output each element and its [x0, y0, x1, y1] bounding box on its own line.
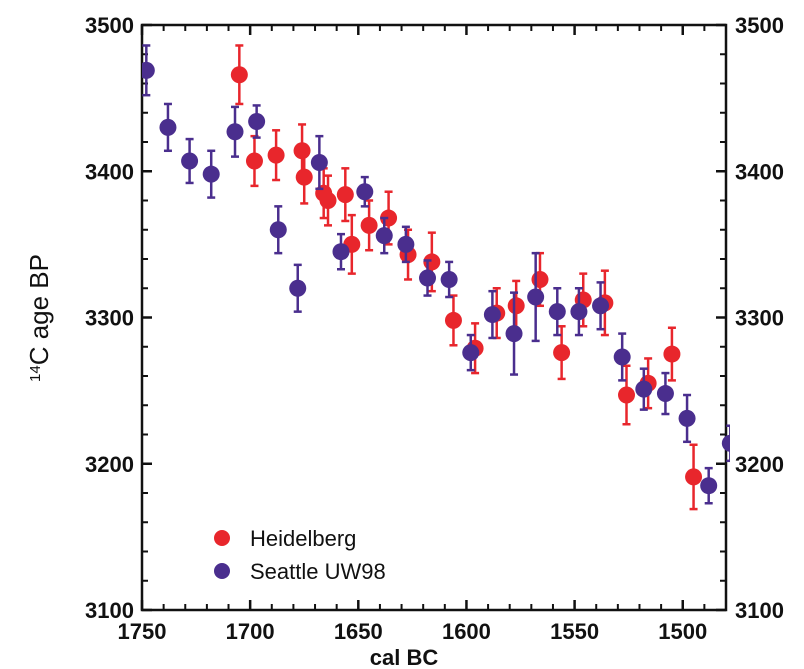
data-point [685, 468, 703, 486]
data-point [592, 297, 610, 315]
data-point [356, 183, 374, 201]
data-point [423, 253, 441, 271]
data-point [721, 434, 730, 452]
data-point [397, 235, 415, 253]
plot-frame [140, 23, 728, 612]
data-point [440, 270, 458, 288]
data-point [483, 306, 501, 324]
data-point [663, 345, 681, 363]
tick-labels: 1750 1700 1650 1600 1550 1500 3100 3100 3200 3200… [85, 13, 784, 644]
data-point [267, 146, 285, 164]
data-point [181, 152, 199, 170]
y-axis-title: 14C age BP [24, 254, 54, 382]
x-tick-label: 1750 [118, 619, 167, 644]
data-point [570, 303, 588, 321]
y-tick-label-left: 3500 [85, 13, 134, 38]
data-point [295, 168, 313, 186]
legend-label-heidelberg: Heidelberg [250, 526, 356, 551]
data-point [553, 344, 571, 362]
x-tick-label: 1700 [226, 619, 275, 644]
data-point [230, 66, 248, 84]
data-point [245, 152, 263, 170]
data-point [375, 227, 393, 245]
axis-ticks [140, 23, 726, 612]
data-point [226, 123, 244, 141]
y-tick-label-right: 3400 [735, 159, 784, 184]
data-point [269, 221, 287, 239]
data-point [202, 165, 220, 183]
legend-marker-seattle [214, 563, 230, 579]
y-tick-label-right: 3500 [735, 13, 784, 38]
y-axis-title-superscript: 14 [27, 365, 44, 382]
y-tick-label-right: 3200 [735, 452, 784, 477]
data-point [548, 303, 566, 321]
data-point [618, 386, 636, 404]
x-tick-label: 1650 [334, 619, 383, 644]
svg-text:14C age BP: 14C age BP [24, 254, 54, 382]
data-point [159, 118, 177, 136]
data-point [332, 243, 350, 261]
data-point [310, 153, 328, 171]
data-point [656, 385, 674, 403]
data-point [336, 186, 354, 204]
x-axis-title: cal BC [370, 645, 439, 669]
data-point [527, 288, 545, 306]
data-point [462, 344, 480, 362]
data-point [248, 113, 266, 131]
data-point [289, 279, 307, 297]
data-point [360, 216, 378, 234]
data-point [678, 409, 696, 427]
data-point [507, 297, 525, 315]
y-tick-label-left: 3300 [85, 306, 134, 331]
data-point [419, 269, 437, 287]
y-tick-label-right: 3300 [735, 306, 784, 331]
data-point [142, 61, 155, 79]
y-tick-label-left: 3100 [85, 598, 134, 623]
y-tick-label-right: 3100 [735, 598, 784, 623]
data-point [319, 192, 337, 209]
series-seattle-uw98 [142, 44, 730, 505]
x-tick-label: 1600 [442, 619, 491, 644]
data-point [635, 380, 653, 398]
y-tick-label-left: 3200 [85, 452, 134, 477]
data-points [142, 44, 730, 511]
legend: Heidelberg Seattle UW98 [214, 526, 386, 584]
x-tick-label: 1550 [550, 619, 599, 644]
series-heidelberg [230, 44, 703, 511]
legend-marker-heidelberg [214, 530, 230, 546]
data-point [613, 348, 631, 366]
x-tick-label: 1500 [658, 619, 707, 644]
data-point [505, 325, 523, 343]
y-tick-label-left: 3400 [85, 159, 134, 184]
data-point [444, 311, 462, 329]
y-axis-title-main: C age BP [24, 254, 54, 365]
data-point [531, 270, 549, 288]
data-point [700, 477, 718, 495]
legend-label-seattle: Seattle UW98 [250, 559, 386, 584]
